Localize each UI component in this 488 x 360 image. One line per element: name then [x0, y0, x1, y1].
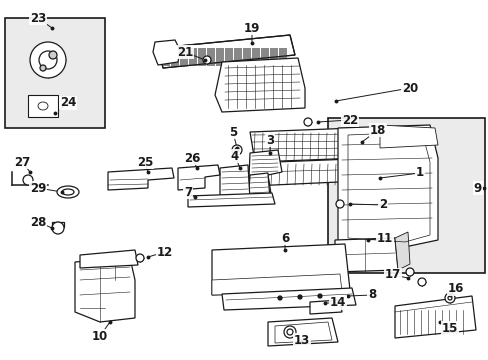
- Circle shape: [417, 278, 425, 286]
- Polygon shape: [247, 150, 282, 202]
- Polygon shape: [162, 48, 170, 66]
- Polygon shape: [274, 322, 331, 343]
- Text: 22: 22: [341, 113, 357, 126]
- Text: 19: 19: [244, 22, 260, 35]
- Circle shape: [444, 293, 454, 303]
- Polygon shape: [158, 35, 294, 68]
- Polygon shape: [206, 48, 215, 66]
- Circle shape: [30, 42, 66, 78]
- Bar: [52, 222, 64, 227]
- Circle shape: [297, 295, 302, 299]
- Bar: [28, 95, 58, 117]
- Polygon shape: [279, 48, 286, 66]
- Polygon shape: [249, 128, 359, 162]
- Text: 18: 18: [369, 123, 386, 136]
- Text: 10: 10: [92, 329, 108, 342]
- Text: 5: 5: [228, 126, 237, 139]
- Circle shape: [49, 51, 57, 59]
- Circle shape: [136, 254, 143, 262]
- Polygon shape: [243, 48, 250, 66]
- Ellipse shape: [62, 189, 74, 195]
- Ellipse shape: [38, 102, 48, 110]
- Text: 20: 20: [401, 81, 417, 94]
- Polygon shape: [267, 318, 337, 346]
- Text: 26: 26: [183, 152, 200, 165]
- Polygon shape: [216, 48, 224, 66]
- Bar: [5, 18, 105, 128]
- Polygon shape: [269, 48, 278, 66]
- Polygon shape: [180, 48, 187, 66]
- Text: 12: 12: [157, 246, 173, 258]
- Circle shape: [52, 222, 64, 234]
- Polygon shape: [212, 274, 341, 295]
- Polygon shape: [178, 165, 220, 190]
- Text: 3: 3: [265, 134, 273, 147]
- Polygon shape: [261, 48, 268, 66]
- Text: 27: 27: [14, 156, 30, 168]
- Polygon shape: [212, 244, 349, 295]
- Text: 28: 28: [30, 216, 46, 229]
- Polygon shape: [394, 232, 409, 270]
- Text: 8: 8: [367, 288, 375, 302]
- Circle shape: [447, 296, 451, 300]
- Bar: [327, 118, 484, 273]
- Polygon shape: [379, 125, 437, 148]
- Text: 23: 23: [30, 12, 46, 24]
- Text: 14: 14: [329, 297, 346, 310]
- Circle shape: [335, 200, 343, 208]
- Polygon shape: [75, 258, 135, 322]
- Circle shape: [23, 175, 33, 185]
- Circle shape: [203, 56, 210, 64]
- Polygon shape: [80, 250, 138, 268]
- Polygon shape: [234, 48, 242, 66]
- Polygon shape: [153, 40, 180, 65]
- Ellipse shape: [57, 186, 79, 198]
- Circle shape: [286, 329, 292, 335]
- Text: 17: 17: [384, 269, 400, 282]
- Text: 11: 11: [376, 231, 392, 244]
- Circle shape: [39, 51, 57, 69]
- Polygon shape: [215, 58, 305, 112]
- Text: 7: 7: [183, 185, 192, 198]
- Circle shape: [231, 145, 242, 155]
- Text: 21: 21: [177, 45, 193, 58]
- Circle shape: [40, 65, 46, 71]
- Text: 6: 6: [280, 231, 288, 244]
- Polygon shape: [220, 165, 249, 202]
- Polygon shape: [309, 300, 341, 314]
- Polygon shape: [337, 125, 437, 248]
- Polygon shape: [249, 158, 381, 186]
- Polygon shape: [189, 48, 197, 66]
- Polygon shape: [198, 48, 205, 66]
- Circle shape: [405, 268, 413, 276]
- Polygon shape: [222, 288, 355, 310]
- Polygon shape: [334, 238, 397, 272]
- Polygon shape: [171, 48, 179, 66]
- Text: 25: 25: [137, 156, 153, 168]
- Text: 16: 16: [447, 283, 463, 296]
- Circle shape: [278, 296, 282, 300]
- Text: 15: 15: [441, 321, 457, 334]
- Text: 24: 24: [60, 96, 76, 109]
- Text: 1: 1: [415, 166, 423, 180]
- Polygon shape: [187, 193, 274, 207]
- Polygon shape: [251, 48, 260, 66]
- Polygon shape: [108, 168, 174, 190]
- Polygon shape: [394, 296, 475, 338]
- Circle shape: [317, 294, 321, 298]
- Text: 2: 2: [378, 198, 386, 211]
- Circle shape: [284, 326, 295, 338]
- Text: 29: 29: [30, 181, 46, 194]
- Circle shape: [304, 118, 311, 126]
- Text: 9: 9: [473, 181, 481, 194]
- Text: 4: 4: [230, 149, 239, 162]
- Circle shape: [235, 148, 239, 152]
- Text: 13: 13: [293, 333, 309, 346]
- Polygon shape: [247, 173, 269, 202]
- Polygon shape: [224, 48, 232, 66]
